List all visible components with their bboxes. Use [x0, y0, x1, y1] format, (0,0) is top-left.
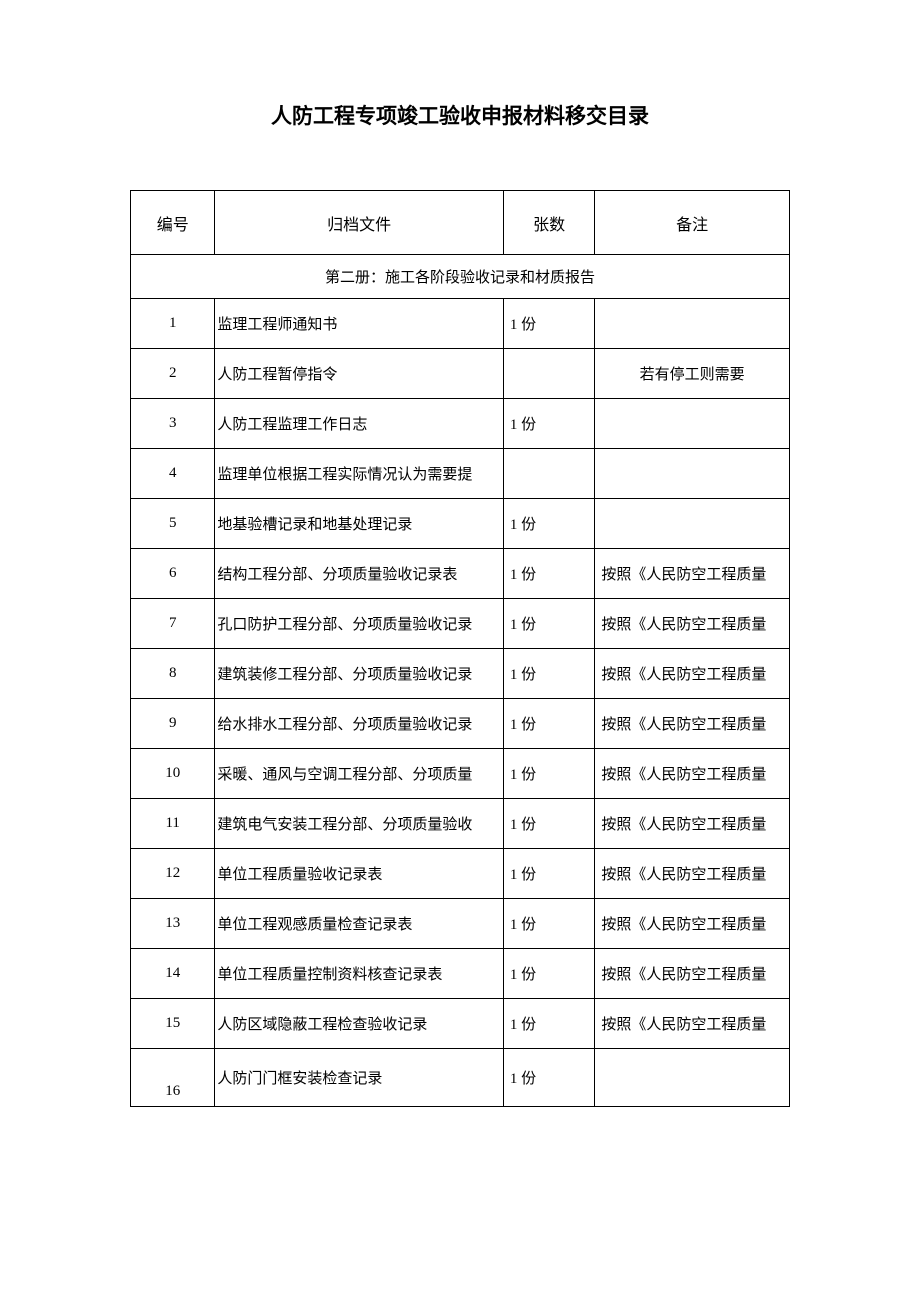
cell-note: 按照《人民防空工程质量 [595, 999, 790, 1049]
cell-file: 结构工程分部、分项质量验收记录表 [215, 549, 503, 599]
section-header: 第二册：施工各阶段验收记录和材质报告 [131, 255, 790, 299]
cell-count: 1 份 [503, 899, 594, 949]
cell-note [595, 399, 790, 449]
cell-num: 3 [131, 399, 215, 449]
cell-count: 1 份 [503, 649, 594, 699]
cell-num: 8 [131, 649, 215, 699]
cell-note [595, 449, 790, 499]
cell-file: 建筑装修工程分部、分项质量验收记录 [215, 649, 503, 699]
cell-note: 按照《人民防空工程质量 [595, 699, 790, 749]
cell-file: 人防工程暂停指令 [215, 349, 503, 399]
col-header-note: 备注 [595, 191, 790, 255]
cell-file: 人防工程监理工作日志 [215, 399, 503, 449]
cell-note: 按照《人民防空工程质量 [595, 899, 790, 949]
cell-count: 1 份 [503, 399, 594, 449]
cell-count: 1 份 [503, 749, 594, 799]
cell-file: 建筑电气安装工程分部、分项质量验收 [215, 799, 503, 849]
cell-file: 给水排水工程分部、分项质量验收记录 [215, 699, 503, 749]
cell-note: 按照《人民防空工程质量 [595, 749, 790, 799]
cell-note: 若有停工则需要 [595, 349, 790, 399]
table-row: 11建筑电气安装工程分部、分项质量验收1 份按照《人民防空工程质量 [131, 799, 790, 849]
cell-count: 1 份 [503, 999, 594, 1049]
cell-num: 15 [131, 999, 215, 1049]
table-row: 3人防工程监理工作日志1 份 [131, 399, 790, 449]
cell-note: 按照《人民防空工程质量 [595, 849, 790, 899]
table-row: 8建筑装修工程分部、分项质量验收记录1 份按照《人民防空工程质量 [131, 649, 790, 699]
cell-file: 单位工程观感质量检查记录表 [215, 899, 503, 949]
cell-num: 9 [131, 699, 215, 749]
cell-num: 16 [131, 1049, 215, 1107]
cell-file: 单位工程质量控制资料核查记录表 [215, 949, 503, 999]
table-row: 12单位工程质量验收记录表1 份按照《人民防空工程质量 [131, 849, 790, 899]
cell-file: 地基验槽记录和地基处理记录 [215, 499, 503, 549]
cell-note: 按照《人民防空工程质量 [595, 599, 790, 649]
cell-count [503, 449, 594, 499]
cell-note: 按照《人民防空工程质量 [595, 549, 790, 599]
cell-count: 1 份 [503, 599, 594, 649]
cell-note: 按照《人民防空工程质量 [595, 949, 790, 999]
cell-file: 单位工程质量验收记录表 [215, 849, 503, 899]
table-header-row: 编号 归档文件 张数 备注 [131, 191, 790, 255]
table-row: 2人防工程暂停指令 若有停工则需要 [131, 349, 790, 399]
document-table: 编号 归档文件 张数 备注 第二册：施工各阶段验收记录和材质报告 1监理工程师通… [130, 190, 790, 1107]
cell-file: 孔口防护工程分部、分项质量验收记录 [215, 599, 503, 649]
cell-count: 1 份 [503, 799, 594, 849]
cell-count: 1 份 [503, 549, 594, 599]
cell-count: 1 份 [503, 499, 594, 549]
cell-num: 5 [131, 499, 215, 549]
cell-file: 监理工程师通知书 [215, 299, 503, 349]
cell-count: 1 份 [503, 1049, 594, 1107]
page-title: 人防工程专项竣工验收申报材料移交目录 [130, 100, 790, 130]
cell-note: 按照《人民防空工程质量 [595, 799, 790, 849]
col-header-file: 归档文件 [215, 191, 503, 255]
cell-note [595, 1049, 790, 1107]
table-row: 6结构工程分部、分项质量验收记录表1 份按照《人民防空工程质量 [131, 549, 790, 599]
table-row: 16人防门门框安装检查记录1 份 [131, 1049, 790, 1107]
cell-file: 人防区域隐蔽工程检查验收记录 [215, 999, 503, 1049]
table-row: 9给水排水工程分部、分项质量验收记录1 份按照《人民防空工程质量 [131, 699, 790, 749]
table-body: 1监理工程师通知书1 份2人防工程暂停指令若有停工则需要3人防工程监理工作日志1… [131, 299, 790, 1107]
cell-note [595, 299, 790, 349]
cell-count [503, 349, 594, 399]
col-header-count: 张数 [503, 191, 594, 255]
table-row: 7孔口防护工程分部、分项质量验收记录1 份按照《人民防空工程质量 [131, 599, 790, 649]
cell-file: 监理单位根据工程实际情况认为需要提 [215, 449, 503, 499]
cell-count: 1 份 [503, 299, 594, 349]
table-row: 4监理单位根据工程实际情况认为需要提 [131, 449, 790, 499]
cell-file: 采暖、通风与空调工程分部、分项质量 [215, 749, 503, 799]
table-row: 10采暖、通风与空调工程分部、分项质量1 份按照《人民防空工程质量 [131, 749, 790, 799]
table-row: 13单位工程观感质量检查记录表1 份按照《人民防空工程质量 [131, 899, 790, 949]
cell-num: 13 [131, 899, 215, 949]
cell-count: 1 份 [503, 849, 594, 899]
col-header-num: 编号 [131, 191, 215, 255]
cell-note [595, 499, 790, 549]
table-row: 15人防区域隐蔽工程检查验收记录1 份按照《人民防空工程质量 [131, 999, 790, 1049]
table-row: 14单位工程质量控制资料核查记录表1 份按照《人民防空工程质量 [131, 949, 790, 999]
cell-note: 按照《人民防空工程质量 [595, 649, 790, 699]
table-row: 5地基验槽记录和地基处理记录1 份 [131, 499, 790, 549]
cell-num: 4 [131, 449, 215, 499]
table-row: 1监理工程师通知书1 份 [131, 299, 790, 349]
cell-num: 1 [131, 299, 215, 349]
cell-count: 1 份 [503, 949, 594, 999]
cell-num: 6 [131, 549, 215, 599]
cell-num: 12 [131, 849, 215, 899]
cell-count: 1 份 [503, 699, 594, 749]
cell-num: 10 [131, 749, 215, 799]
cell-num: 2 [131, 349, 215, 399]
cell-num: 7 [131, 599, 215, 649]
cell-num: 11 [131, 799, 215, 849]
cell-num: 14 [131, 949, 215, 999]
cell-file: 人防门门框安装检查记录 [215, 1049, 503, 1107]
section-header-row: 第二册：施工各阶段验收记录和材质报告 [131, 255, 790, 299]
